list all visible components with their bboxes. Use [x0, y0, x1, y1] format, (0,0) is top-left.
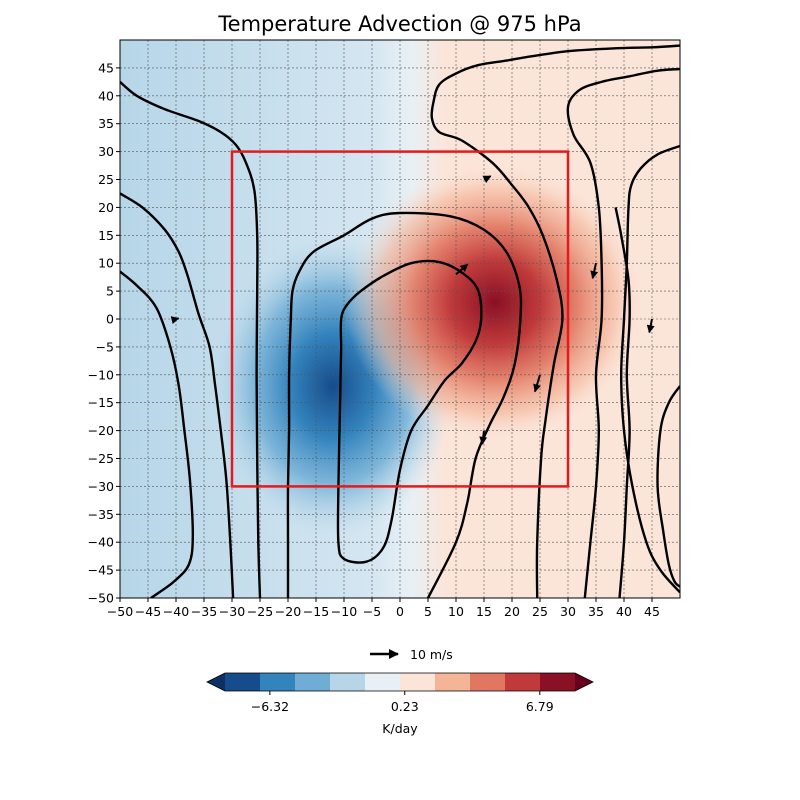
x-tick-label: 35: [588, 604, 604, 619]
x-tick-label: −20: [275, 604, 301, 619]
x-tick-label: 30: [560, 604, 576, 619]
colorbar-tick-label: −6.32: [251, 699, 289, 714]
y-tick-label: 0: [106, 312, 114, 327]
x-tick-label: 40: [616, 604, 632, 619]
colorbar-segment: [505, 673, 541, 691]
x-tick-label: 10: [448, 604, 464, 619]
y-tick-label: −25: [88, 451, 114, 466]
y-tick-label: −10: [88, 367, 114, 382]
x-tick-label: −15: [303, 604, 329, 619]
y-tick-label: 15: [98, 228, 114, 243]
x-tick-label: −50: [107, 604, 133, 619]
y-tick-label: 25: [98, 172, 114, 187]
colorbar-tick-label: 0.23: [391, 699, 419, 714]
x-tick-label: 5: [424, 604, 432, 619]
y-tick-label: −30: [88, 479, 114, 494]
contour-line: [430, 44, 680, 598]
plot-area: [119, 39, 681, 599]
y-tick-label: −5: [96, 339, 114, 354]
x-tick-label: −5: [363, 604, 381, 619]
y-tick-label: 45: [98, 60, 114, 75]
x-tick-label: −40: [163, 604, 189, 619]
colorbar-segment: [365, 673, 401, 691]
colorbar-segment: [225, 673, 261, 691]
x-tick-label: −45: [135, 604, 161, 619]
wind-arrow: [479, 430, 488, 445]
wind-arrow: [482, 175, 492, 183]
y-tick-label: −40: [88, 535, 114, 550]
y-tick-label: 30: [98, 144, 114, 159]
x-tick-label: −35: [191, 604, 217, 619]
x-axis: −50 −45 −40 −35 −30 −25 −20 −15 −10 −5 0 5 10 15 20 25 3…: [107, 598, 660, 619]
y-tick-label: −45: [88, 563, 114, 578]
colorbar-tick-label: 6.79: [526, 699, 554, 714]
x-tick-label: 15: [476, 604, 492, 619]
wind-arrow: [170, 316, 180, 324]
colorbar-outline: [206, 672, 594, 692]
chart-title: Temperature Advection @ 975 hPa: [217, 12, 581, 36]
wind-arrow: [646, 318, 655, 334]
x-tick-label: 20: [504, 604, 520, 619]
y-tick-label: 40: [98, 88, 114, 103]
colorbar-under-extension: [207, 673, 225, 691]
x-tick-label: 25: [532, 604, 548, 619]
wind-vectors: [170, 175, 655, 445]
contour-line: [286, 211, 523, 598]
y-tick-label: 20: [98, 200, 114, 215]
x-tick-label: 45: [644, 604, 660, 619]
wind-arrow: [455, 263, 469, 276]
contour-line: [336, 259, 483, 564]
colorbar-segment: [540, 673, 576, 691]
colorbar-segment: [260, 673, 296, 691]
y-tick-label: −50: [88, 591, 114, 606]
y-tick-label: −35: [88, 507, 114, 522]
contour-line: [566, 67, 680, 598]
colorbar-segment: [435, 673, 471, 691]
x-tick-label: −10: [331, 604, 357, 619]
warm-advection-region: [345, 162, 646, 443]
contour-line: [619, 144, 680, 594]
contour-line: [120, 270, 195, 598]
advection-field: [212, 162, 646, 536]
contour-line: [656, 385, 680, 588]
y-tick-label: 5: [106, 284, 114, 299]
colorbar-segment: [470, 673, 506, 691]
contour-line: [120, 192, 235, 598]
colorbar: −6.32 0.23 6.79 K/day: [206, 672, 594, 736]
colorbar-segment: [330, 673, 366, 691]
y-tick-label: 10: [98, 256, 114, 271]
x-tick-label: 0: [396, 604, 404, 619]
contour-line: [614, 207, 631, 598]
contour-lines: [120, 44, 680, 598]
y-tick-label: −15: [88, 395, 114, 410]
colorbar-over-extension: [575, 673, 593, 691]
quiver-key-label: 10 m/s: [410, 647, 453, 662]
y-axis: −50−45−40−35−30−25−20−15−10−505101520253…: [88, 60, 120, 606]
colorbar-segment: [295, 673, 331, 691]
colorbar-label: K/day: [382, 721, 418, 736]
highlight-box: [230, 150, 570, 488]
colorbar-segment: [400, 673, 436, 691]
y-tick-label: −20: [88, 423, 114, 438]
wind-arrow: [533, 374, 541, 393]
y-tick-label: 35: [98, 116, 114, 131]
x-tick-label: −30: [219, 604, 245, 619]
contour-line: [120, 80, 262, 598]
quiver-key: 10 m/s: [370, 647, 453, 662]
x-tick-label: −25: [247, 604, 273, 619]
wind-arrow: [590, 262, 599, 280]
